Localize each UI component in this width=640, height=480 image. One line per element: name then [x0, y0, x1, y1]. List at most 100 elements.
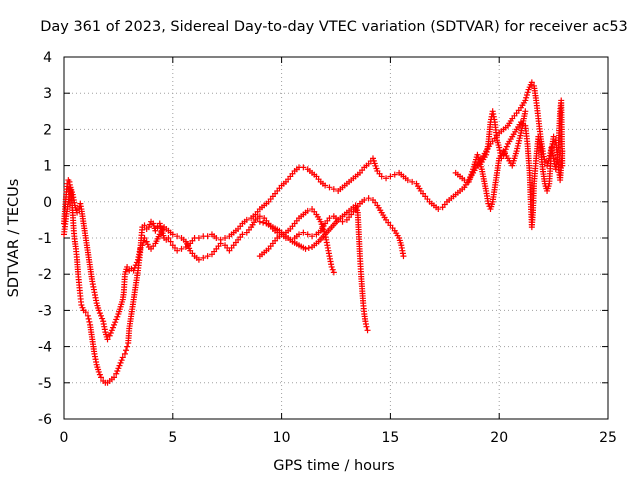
data-point-track-a	[435, 206, 442, 213]
data-point-track-b	[130, 267, 137, 274]
y-tick-label: -3	[38, 303, 52, 319]
grid-layer	[64, 57, 608, 419]
y-tick-labels: -6 -5 -4 -3 -2 -1 0 1 2 3 4	[38, 50, 52, 428]
data-point-track-a	[528, 79, 535, 86]
data-point-track-a	[84, 312, 91, 319]
data-point-track-a	[522, 97, 529, 104]
data-point-track-b	[137, 245, 144, 252]
data-point-track-b	[112, 319, 119, 326]
data-point-track-a	[174, 247, 181, 254]
data-point-track-a	[117, 359, 124, 366]
data-point-track-b	[104, 336, 111, 343]
chart-title: Day 361 of 2023, Sidereal Day-to-day VTE…	[40, 19, 628, 35]
data-point-track-b	[309, 233, 316, 240]
data-point-track-a	[97, 374, 104, 381]
data-point-track-a	[82, 309, 89, 316]
data-point-track-a	[387, 173, 394, 180]
data-point-track-a	[409, 178, 416, 185]
data-point-track-a	[300, 164, 307, 171]
data-point-track-b	[106, 332, 113, 339]
data-point-track-e	[550, 133, 557, 140]
data-point-track-b	[144, 241, 151, 248]
data-point-track-b	[339, 218, 346, 225]
data-point-track-b	[132, 262, 139, 269]
data-point-track-a	[195, 235, 202, 241]
data-point-track-b	[296, 231, 303, 238]
data-point-track-b	[400, 253, 407, 260]
data-point-track-d	[364, 327, 371, 334]
data-point-track-b	[97, 312, 104, 319]
data-point-track-b	[108, 327, 115, 334]
data-point-track-b	[141, 235, 148, 241]
data-point-track-b	[131, 264, 138, 271]
x-tick-labels: 0 5 10 15 20 25	[60, 430, 617, 446]
data-point-track-a	[204, 233, 211, 240]
data-point-track-a	[213, 235, 220, 241]
x-tick-label: 5	[168, 430, 177, 446]
data-point-track-e	[503, 143, 510, 150]
y-tick-label: -4	[38, 340, 52, 356]
data-point-track-a	[523, 92, 530, 99]
data-point-track-b	[111, 321, 118, 328]
data-point-track-c	[329, 266, 336, 273]
data-point-track-a	[154, 224, 161, 231]
data-point-track-a	[123, 347, 130, 354]
y-tick-label: 3	[43, 86, 52, 102]
data-point-track-a	[524, 89, 531, 96]
data-point-track-d	[305, 244, 312, 251]
data-point-track-a	[178, 245, 185, 252]
data-point-track-a	[118, 357, 125, 364]
data-point-track-a	[86, 318, 93, 325]
data-point-track-b	[304, 231, 311, 238]
y-tick-label: -1	[38, 231, 52, 247]
y-tick-label: 0	[43, 195, 52, 211]
data-point-track-b	[96, 310, 103, 317]
data-point-track-a	[79, 304, 86, 311]
data-point-track-a	[111, 374, 118, 381]
x-axis-label: GPS time / hours	[273, 458, 394, 474]
data-point-track-b	[74, 209, 81, 216]
data-point-track-a	[330, 186, 337, 193]
x-tick-label: 15	[381, 430, 399, 446]
x-tick-label: 0	[60, 430, 69, 446]
data-point-track-c	[304, 207, 311, 214]
y-tick-label: -2	[38, 267, 52, 283]
data-point-track-a	[523, 94, 530, 101]
data-point-track-c	[330, 269, 337, 276]
data-point-track-a	[326, 184, 333, 191]
data-point-track-a	[152, 227, 159, 234]
data-point-track-a	[391, 171, 398, 178]
data-point-track-b	[174, 233, 181, 240]
y-tick-label: -6	[38, 412, 52, 428]
data-point-track-a	[114, 368, 121, 375]
data-point-track-b	[114, 313, 121, 320]
x-tick-label: 10	[273, 430, 291, 446]
data-point-track-f	[485, 200, 492, 207]
data-point-track-f	[461, 177, 468, 184]
data-point-track-b	[200, 254, 207, 261]
data-point-track-a	[113, 370, 120, 377]
data-point-track-a	[146, 221, 153, 228]
data-point-track-b	[195, 256, 202, 263]
data-point-track-d	[260, 219, 267, 226]
y-tick-label: 1	[43, 159, 52, 175]
data-point-track-a	[121, 350, 128, 357]
data-point-track-b	[365, 195, 372, 202]
data-point-track-d	[363, 323, 370, 330]
data-point-track-b	[169, 231, 176, 238]
y-tick-label: 2	[43, 122, 52, 138]
data-point-track-a	[96, 371, 103, 378]
data-point-track-b	[204, 253, 211, 260]
data-point-track-b	[326, 215, 333, 222]
data-point-track-a	[141, 222, 148, 229]
data-point-track-b	[113, 316, 120, 323]
data-point-track-a	[404, 177, 411, 184]
data-point-track-a	[119, 354, 126, 361]
data-point-track-b	[95, 307, 102, 314]
data-point-track-a	[243, 216, 250, 223]
data-point-track-d	[256, 218, 263, 225]
tick-layer	[63, 56, 609, 420]
data-point-track-a	[222, 235, 229, 241]
data-point-track-a	[383, 175, 390, 182]
